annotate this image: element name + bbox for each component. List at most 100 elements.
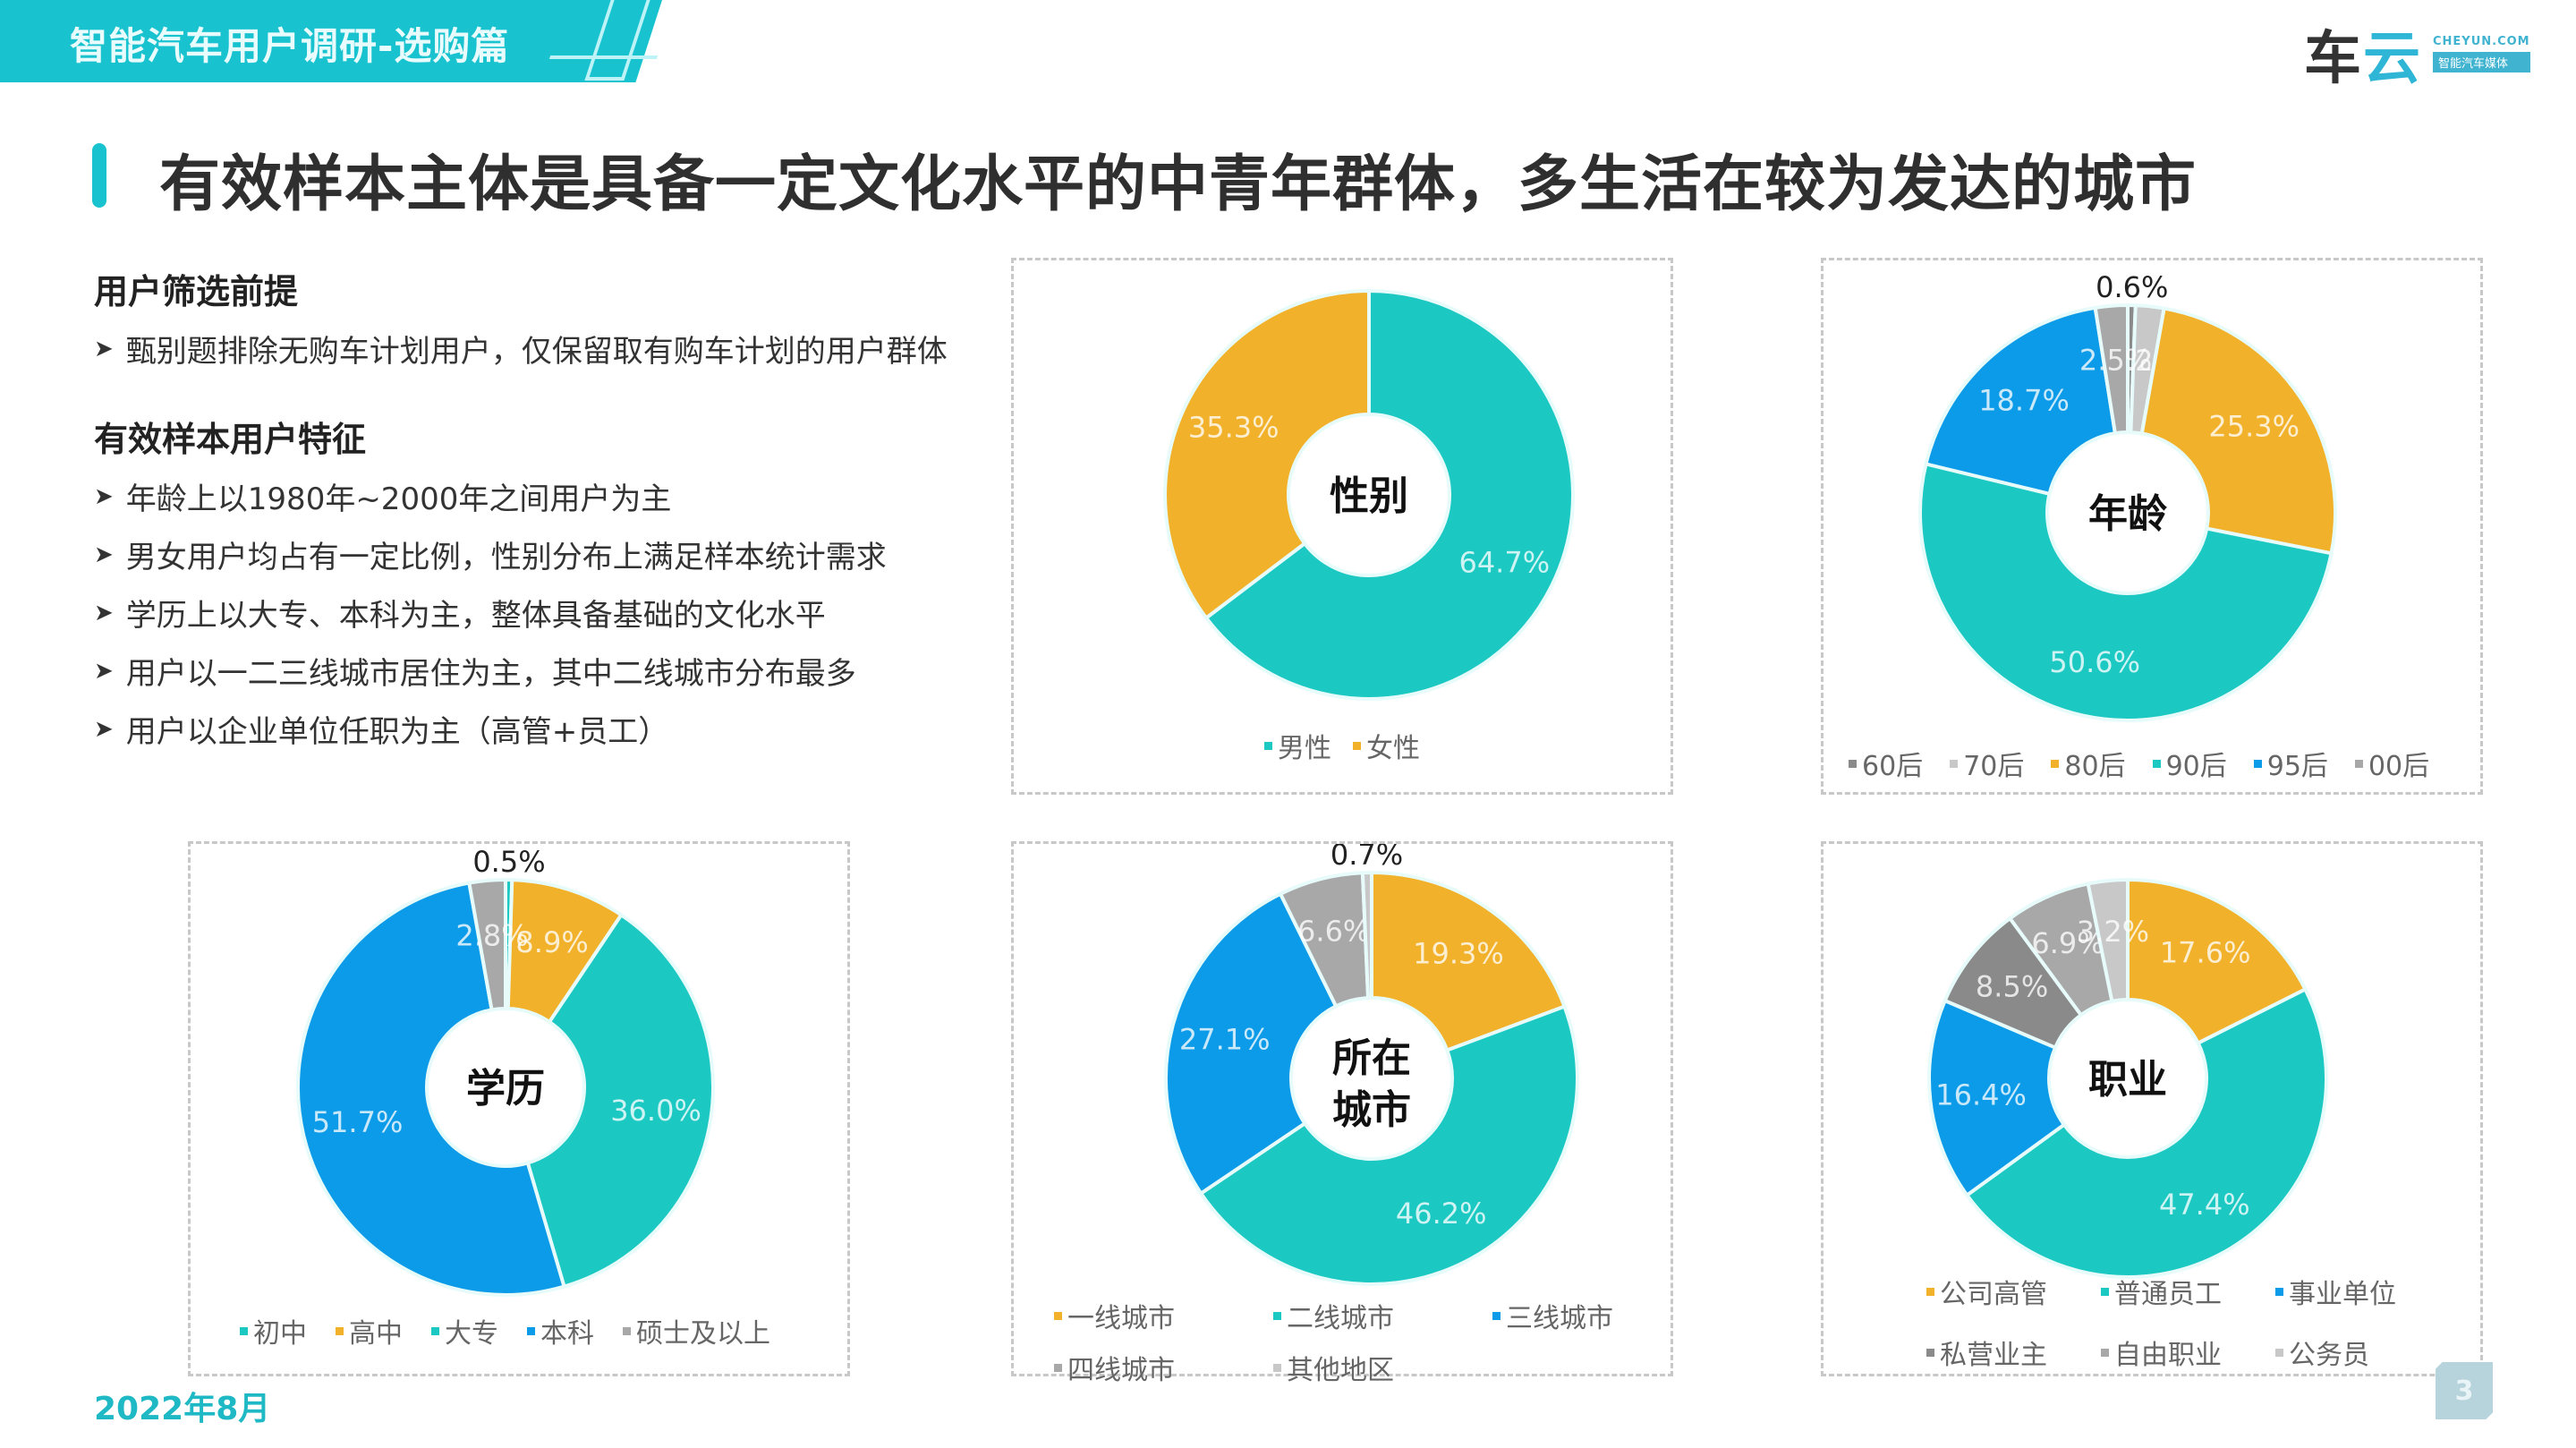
legend-label: 一线城市 (1067, 1303, 1175, 1334)
arrow-bullet-icon: ➤ (94, 599, 114, 626)
bullet-text: 甄别题排除无购车计划用户，仅保留取有购车计划的用户群体 (125, 334, 948, 370)
bullet-text: 年龄上以1980年~2000年之间用户为主 (125, 481, 672, 517)
legend-swatch-icon (1054, 1311, 1062, 1320)
legend-item: 其他地区 (1273, 1348, 1394, 1387)
slice-value-label: 8.9% (515, 925, 588, 959)
slice-value-label: 18.7% (1978, 383, 2070, 417)
legend-swatch-icon (2275, 1287, 2283, 1296)
legend-swatch-icon (2101, 1287, 2109, 1296)
legend-label: 公务员 (2289, 1340, 2369, 1371)
legend-item: 二线城市 (1273, 1296, 1394, 1335)
bullet-item: ➤ 用户以一二三线城市居住为主，其中二线城市分布最多 (94, 649, 856, 693)
legend-item: 硕士及以上 (623, 1311, 770, 1350)
legend-swatch-icon (1926, 1348, 1934, 1357)
slice-value-label: 2.8% (455, 919, 528, 953)
bullet-text: 用户以企业单位任职为主（高管+员工） (125, 714, 669, 750)
legend-swatch-icon (1264, 741, 1272, 750)
header-banner (0, 0, 662, 82)
donut-center-title: 城市 (1332, 1087, 1411, 1133)
logo-en: CHEYUN.COM (2433, 35, 2530, 48)
legend-item: 90后 (2152, 744, 2227, 783)
page-title: 有效样本主体是具备一定文化水平的中青年群体，多生活在较为发达的城市 (159, 149, 2198, 220)
legend-swatch-icon (1492, 1311, 1501, 1320)
donut-slice-女性 (1163, 288, 1371, 621)
logo-subtext: CHEYUN.COM 智能汽车媒体 (2433, 35, 2530, 72)
donut-svg: 64.7% 35.3% 性别 (1163, 288, 1575, 701)
legend-item: 自由职业 (2101, 1333, 2222, 1372)
slice-value-label: 2.5% (2079, 344, 2152, 378)
bullet-item: ➤ 男女用户均占有一定比例，性别分布上满足样本统计需求 (94, 532, 887, 576)
legend-label: 90后 (2165, 751, 2227, 782)
brand-logo: 车云 CHEYUN.COM 智能汽车媒体 (2304, 18, 2530, 92)
legend-swatch-icon (1849, 759, 1857, 768)
education-donut-chart: 0.5% 8.9% 36.0% 51.7% 2.8% 学历 初中 高中 大专 本科 硕士及以上 (188, 841, 850, 1376)
slice-value-label: 36.0% (610, 1094, 701, 1128)
donut-svg: 0.5% 8.9% 36.0% 51.7% 2.8% 学历 (296, 845, 715, 1297)
arrow-bullet-icon: ➤ (94, 335, 114, 362)
legend-label: 硕士及以上 (636, 1318, 770, 1350)
bullet-item: ➤ 年龄上以1980年~2000年之间用户为主 (94, 474, 671, 518)
donut-slice-一线城市 (1370, 870, 1568, 1053)
legend-swatch-icon (1353, 741, 1361, 750)
age-donut-chart: 0.6% 2.2% 25.3% 50.6% 18.7% 2.5% 年龄 60后 70后 80后 90… (1821, 258, 2483, 795)
legend-label: 初中 (253, 1318, 307, 1350)
donut-center-title: 学历 (466, 1066, 545, 1112)
slice-value-label: 25.3% (2208, 410, 2300, 444)
legend-label: 三线城市 (1506, 1303, 1613, 1334)
legend-item: 四线城市 (1054, 1348, 1175, 1387)
legend-item: 本科 (527, 1311, 594, 1350)
legend-item: 大专 (431, 1311, 498, 1350)
arrow-bullet-icon: ➤ (94, 541, 114, 568)
legend-swatch-icon (527, 1326, 535, 1335)
arrow-bullet-icon: ➤ (94, 657, 114, 685)
logo-wordmark: 车云 (2304, 13, 2422, 95)
legend-label: 二线城市 (1287, 1303, 1394, 1334)
legend-swatch-icon (2275, 1348, 2283, 1357)
gender-donut-chart: 64.7% 35.3% 性别 男性 女性 (1011, 258, 1673, 795)
legend-label: 女性 (1366, 733, 1420, 764)
slice-value-label: 6.6% (1297, 914, 1370, 948)
legend-item: 80后 (2051, 744, 2126, 783)
slice-value-label: 0.7% (1331, 844, 1403, 872)
legend-item: 三线城市 (1492, 1296, 1613, 1335)
arrow-bullet-icon: ➤ (94, 715, 114, 743)
legend-label: 公司高管 (1940, 1279, 2047, 1310)
legend-item: 女性 (1353, 726, 1420, 765)
banner-title: 智能汽车用户调研-选购篇 (70, 24, 510, 68)
legend-label: 普通员工 (2114, 1279, 2222, 1310)
legend-swatch-icon (336, 1326, 344, 1335)
legend-swatch-icon (2354, 759, 2363, 768)
legend-item: 初中 (240, 1311, 307, 1350)
slice-value-label: 3.2% (2077, 915, 2149, 949)
bullet-text: 学历上以大专、本科为主，整体具备基础的文化水平 (125, 598, 826, 634)
donut-svg: 0.6%2.2%25.3%50.6%18.7%2.5%年龄 (1918, 270, 2337, 722)
slice-value-label: 16.4% (1935, 1078, 2027, 1112)
slice-value-label: 35.3% (1188, 411, 1279, 445)
section-heading-features: 有效样本用户特征 (94, 420, 367, 459)
legend-item: 95后 (2253, 744, 2328, 783)
legend-label: 事业单位 (2289, 1279, 2396, 1310)
arrow-bullet-icon: ➤ (94, 482, 114, 510)
logo-char-cloud: 云 (2363, 26, 2422, 92)
donut-slice-00后 (2093, 302, 2130, 436)
bullet-item: ➤ 学历上以大专、本科为主，整体具备基础的文化水平 (94, 591, 826, 635)
slice-value-label: 0.6% (2096, 270, 2168, 304)
logo-cn: 智能汽车媒体 (2433, 52, 2530, 72)
legend-item: 70后 (1950, 744, 2024, 783)
occupation-donut-chart: 17.6% 47.4% 16.4% 8.5% 6.9% 3.2% 职业 公司高管 普通员工 事业单… (1821, 841, 2483, 1376)
legend-label: 大专 (445, 1318, 498, 1350)
donut-slice-其他地区 (1360, 870, 1373, 1001)
legend-swatch-icon (2101, 1348, 2109, 1357)
slice-value-label: 64.7% (1458, 545, 1550, 579)
legend-label: 00后 (2368, 751, 2430, 782)
donut-slice-男性 (1203, 288, 1575, 701)
page-number-badge: 3 (2436, 1362, 2493, 1419)
bullet-text: 男女用户均占有一定比例，性别分布上满足样本统计需求 (125, 540, 887, 575)
donut-svg: 17.6% 47.4% 16.4% 8.5% 6.9%3.2% 职业 (1927, 877, 2328, 1279)
legend-item: 一线城市 (1054, 1296, 1175, 1335)
legend-label: 自由职业 (2114, 1340, 2222, 1371)
logo-char-car: 车 (2304, 26, 2363, 92)
legend-item: 普通员工 (2101, 1272, 2222, 1311)
donut-slice-普通员工 (1964, 986, 2328, 1279)
legend-label: 男性 (1278, 733, 1331, 764)
